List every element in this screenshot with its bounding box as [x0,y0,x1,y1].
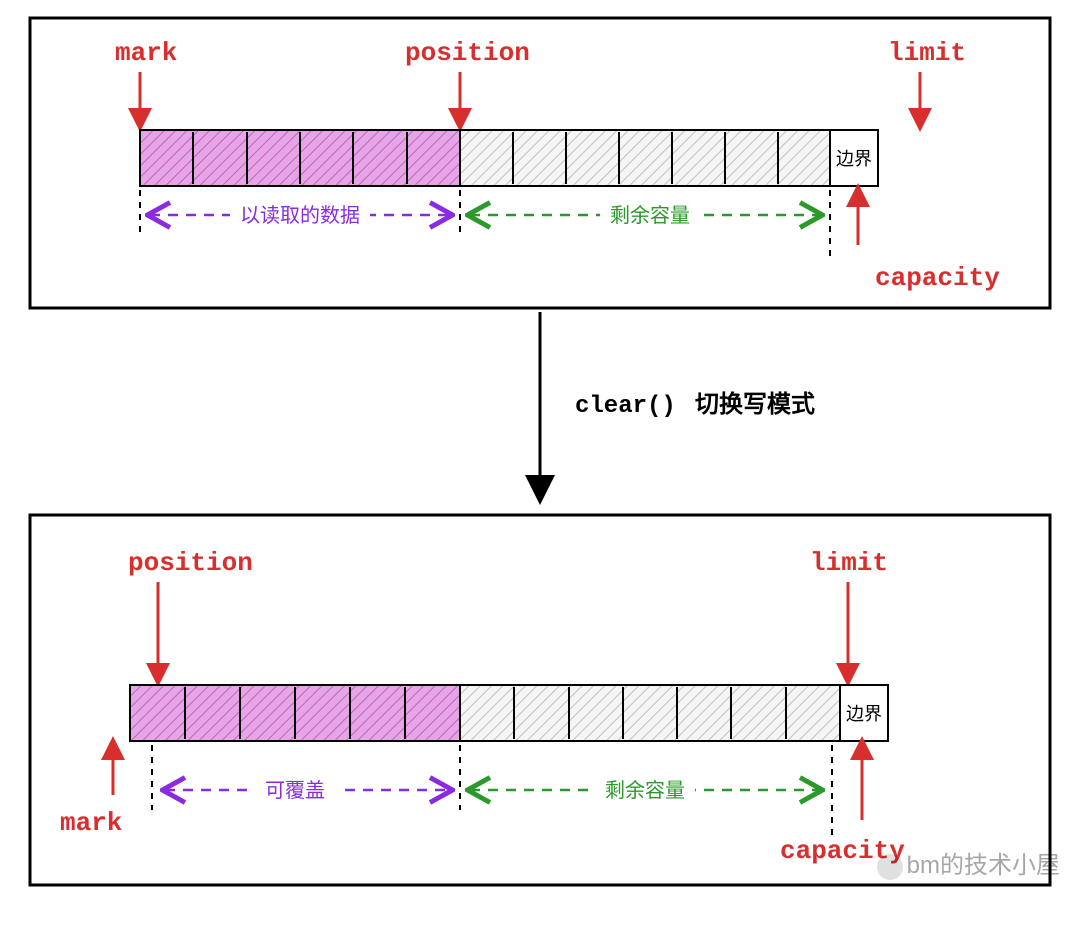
label-capacity-bottom: capacity [780,836,905,866]
transition-code: clear() [575,393,676,420]
buffer-top: 边界 [140,130,878,186]
label-limit-bottom: limit [810,548,888,578]
label-position-bottom: position [128,548,253,578]
label-limit-top: limit [888,38,966,68]
label-capacity-top: capacity [875,263,1000,293]
label-remaining-top: 剩余容量 [610,204,690,227]
transition-cn: 切换写模式 [695,391,815,418]
label-remaining-bottom: 剩余容量 [605,779,685,802]
label-boundary-bottom: 边界 [846,704,882,724]
label-mark-top: mark [115,38,177,68]
buffer-bottom: 边界 [130,685,888,741]
diagram-svg: mark position limit 边界 以读取的数据 剩余容量 capac… [0,0,1080,925]
label-overwrite: 可覆盖 [265,779,325,802]
label-position-top: position [405,38,530,68]
label-mark-bottom: mark [60,808,122,838]
label-readdata: 以读取的数据 [240,204,360,227]
label-boundary-top: 边界 [836,149,872,169]
